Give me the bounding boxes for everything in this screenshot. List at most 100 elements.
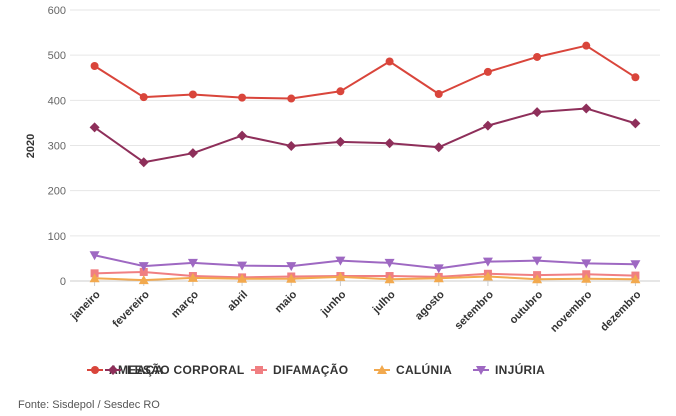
x-tick-label: outubro — [507, 288, 545, 326]
data-point — [532, 274, 543, 284]
x-tick-label: julho — [370, 288, 398, 316]
y-tick-label: 300 — [48, 141, 66, 153]
data-point — [336, 87, 345, 96]
data-point — [631, 73, 640, 82]
legend-item[interactable]: DIFAMAÇÃO — [251, 362, 348, 377]
x-tick-label: junho — [318, 288, 349, 319]
data-point — [138, 157, 149, 168]
series-line — [94, 254, 636, 270]
data-point — [384, 274, 395, 284]
x-tick-label: setembro — [453, 288, 497, 332]
series-group — [89, 41, 641, 285]
data-point — [482, 271, 493, 281]
data-point — [581, 273, 592, 283]
legend-marker — [108, 365, 118, 375]
data-point — [581, 259, 592, 269]
y-tick-label: 600 — [48, 5, 66, 17]
legend-marker — [255, 366, 263, 374]
series-ameaça — [90, 41, 640, 103]
data-point — [89, 122, 100, 133]
series-line — [94, 44, 636, 100]
line-chart: 0 100 200 300 400 500 600 2020 janeiro fevereir… — [25, 5, 660, 377]
data-point — [532, 256, 543, 266]
data-point — [286, 273, 297, 283]
data-point — [581, 103, 592, 114]
data-point — [384, 138, 395, 149]
data-point — [139, 93, 148, 102]
data-point — [433, 142, 444, 153]
series-line — [94, 107, 636, 164]
data-point — [630, 118, 641, 129]
data-point — [90, 62, 99, 71]
data-point — [138, 275, 149, 285]
data-point — [533, 52, 542, 61]
data-point — [286, 140, 297, 151]
legend-item[interactable]: LESÃO CORPORAL — [105, 362, 245, 377]
x-tick-label: janeiro — [68, 288, 103, 323]
legend-label: DIFAMAÇÃO — [273, 362, 348, 377]
data-point — [89, 273, 100, 283]
legend-label: CALÚNIA — [396, 362, 452, 377]
x-tick-label: abril — [225, 289, 250, 314]
y-tick-label: 400 — [48, 95, 66, 107]
data-point — [138, 262, 149, 272]
data-point — [286, 262, 297, 272]
series-injúria — [89, 251, 641, 274]
data-point — [335, 136, 346, 147]
legend-marker — [377, 365, 387, 374]
x-tick-label: maio — [273, 288, 300, 315]
legend-item[interactable]: AMEAÇA — [87, 363, 163, 377]
legend-marker — [91, 366, 99, 374]
data-point — [433, 273, 444, 283]
x-tick-label: fevereiro — [111, 288, 153, 330]
data-point — [89, 251, 100, 261]
series-calúnia — [89, 271, 641, 285]
x-tick-label: dezembro — [598, 288, 643, 333]
data-point — [630, 260, 641, 270]
legend-item[interactable]: INJÚRIA — [473, 362, 545, 377]
data-point — [188, 90, 197, 99]
data-point — [187, 272, 198, 282]
data-point — [287, 94, 296, 103]
grid-lines — [70, 9, 660, 282]
data-point — [237, 261, 248, 271]
legend-label: LESÃO CORPORAL — [127, 362, 245, 377]
data-point — [238, 93, 247, 102]
x-axis-ticks: janeiro fevereiro março abril maio junho julho… — [68, 281, 644, 335]
data-point — [482, 257, 493, 267]
source-note: Fonte: Sisdepol / Sesdec RO — [18, 399, 160, 411]
data-point — [434, 90, 443, 99]
data-point — [187, 258, 198, 268]
data-point — [335, 256, 346, 266]
data-point — [385, 57, 394, 66]
x-tick-label: março — [169, 288, 201, 320]
data-point — [139, 267, 148, 276]
legend-marker — [476, 366, 486, 375]
data-point — [482, 120, 493, 131]
y-tick-label: 0 — [60, 276, 66, 288]
y-axis-label: 2020 — [25, 134, 37, 158]
y-tick-label: 100 — [48, 231, 66, 243]
data-point — [532, 107, 543, 118]
data-point — [187, 148, 198, 159]
data-point — [384, 258, 395, 268]
legend-label: AMEAÇA — [109, 363, 163, 377]
x-tick-label: novembro — [548, 288, 594, 334]
data-point — [237, 273, 248, 283]
data-point — [630, 274, 641, 284]
series-line — [94, 270, 636, 279]
data-point — [237, 130, 248, 141]
data-point — [483, 67, 492, 76]
series-lesão-corporal — [89, 103, 641, 168]
data-point — [433, 264, 444, 274]
series-line — [94, 275, 636, 282]
y-axis-ticks: 0 100 200 300 400 500 600 — [48, 5, 66, 288]
legend-label: INJÚRIA — [495, 362, 545, 377]
data-point — [582, 41, 591, 50]
y-tick-label: 500 — [48, 50, 66, 62]
y-tick-label: 200 — [48, 186, 66, 198]
x-tick-label: agosto — [413, 288, 447, 322]
legend-item[interactable]: CALÚNIA — [374, 362, 452, 377]
data-point — [335, 271, 346, 281]
